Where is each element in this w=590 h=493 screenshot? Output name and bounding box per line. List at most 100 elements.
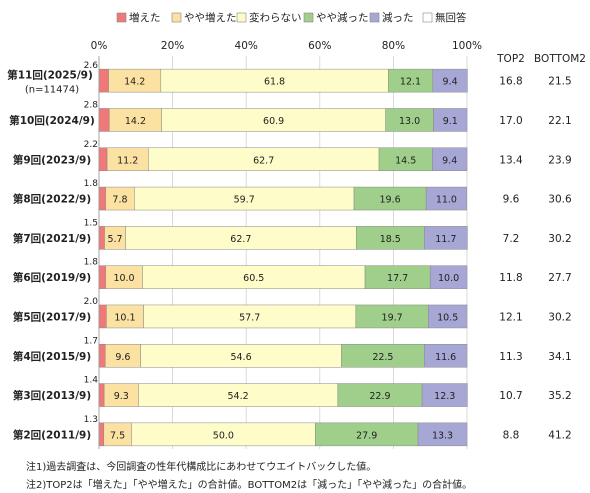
value-label-9-0: 1.3: [84, 415, 98, 425]
summary-value-bottom2-3: 30.6: [548, 194, 572, 206]
category-label-0: 第11回(2025/9): [7, 69, 93, 82]
value-label-5-3: 17.7: [387, 273, 408, 284]
legend-swatch-0: [116, 12, 127, 23]
value-label-0-4: 9.4: [443, 77, 458, 88]
bar-segment-3-0: [98, 186, 106, 211]
value-label-5-0: 1.8: [84, 258, 99, 268]
value-label-1-4: 9.1: [443, 116, 458, 127]
bar-segment-2-4: [432, 147, 468, 171]
value-label-9-4: 13.3: [432, 430, 453, 441]
bar-segment-3-4: [425, 186, 467, 211]
value-label-1-0: 2.8: [84, 100, 99, 110]
value-label-5-2: 60.5: [243, 273, 264, 284]
x-tick-label-80: 80%: [382, 40, 405, 52]
legend-label-3: やや減った: [316, 11, 369, 24]
value-label-1-1: 14.2: [125, 116, 146, 127]
legend-swatch-3: [303, 12, 314, 23]
value-label-3-0: 1.8: [84, 179, 99, 189]
legend-swatch-1: [171, 12, 182, 23]
value-label-9-3: 27.9: [356, 430, 377, 441]
summary-value-top2-0: 16.8: [499, 76, 522, 88]
summary-value-bottom2-1: 22.1: [548, 115, 571, 127]
summary-value-top2-9: 8.8: [503, 429, 520, 441]
legend-label-5: 無回答: [435, 11, 467, 24]
bar-segment-5-0: [98, 265, 106, 289]
category-label-6: 第5回(2017/9): [13, 310, 91, 323]
value-label-8-2: 54.2: [228, 391, 249, 402]
legend-label-0: 増えた: [129, 11, 161, 24]
value-label-5-4: 10.0: [438, 273, 459, 284]
value-label-8-1: 9.3: [114, 391, 129, 402]
summary-value-top2-3: 9.6: [503, 194, 520, 206]
bar-segment-9-0: [98, 422, 105, 447]
summary-value-bottom2-6: 30.2: [548, 311, 571, 323]
value-label-6-2: 57.7: [239, 312, 260, 323]
value-label-0-1: 14.2: [124, 77, 145, 88]
summary-value-top2-6: 12.1: [499, 311, 522, 323]
summary-header-top2: TOP2: [496, 53, 525, 65]
category-label-2: 第9回(2023/9): [13, 153, 91, 166]
value-label-3-2: 59.7: [234, 195, 255, 206]
bar-segment-7-0: [98, 344, 106, 368]
value-label-5-1: 10.0: [113, 273, 134, 284]
legend-label-1: やや増えた: [184, 11, 237, 24]
value-label-9-1: 7.5: [110, 430, 125, 441]
value-label-3-4: 11.0: [436, 195, 457, 206]
value-label-8-3: 22.9: [369, 391, 390, 402]
value-label-4-4: 11.7: [435, 234, 456, 245]
bar-segment-0-4: [432, 68, 468, 93]
bar-segment-4-4: [424, 226, 468, 250]
value-label-0-2: 61.8: [264, 77, 285, 88]
legend-label-2: 変わらない: [249, 11, 302, 24]
x-tick-label-0: 0%: [91, 40, 108, 52]
summary-value-top2-5: 11.8: [499, 272, 522, 284]
summary-value-top2-8: 10.7: [499, 390, 522, 402]
value-label-9-2: 50.0: [213, 430, 234, 441]
value-label-2-1: 11.2: [117, 155, 138, 166]
summary-value-top2-7: 11.3: [499, 351, 522, 363]
x-tick-label-100: 100%: [452, 40, 482, 52]
value-label-7-4: 11.6: [435, 352, 456, 363]
legend-swatch-5: [422, 12, 433, 23]
summary-value-top2-1: 17.0: [499, 115, 522, 127]
value-label-7-0: 1.7: [84, 336, 98, 346]
bar-segment-6-4: [428, 304, 468, 329]
value-label-6-0: 2.0: [84, 297, 99, 307]
summary-value-bottom2-8: 35.2: [548, 390, 571, 402]
category-label-1: 第10回(2024/9): [9, 114, 95, 127]
bar-segment-0-0: [98, 68, 109, 93]
note-1: 注1)過去調査は、今回調査の性年代構成比にあわせてウエイトバックした値。: [26, 462, 377, 473]
bar-segment-1-4: [433, 108, 468, 132]
value-label-7-3: 22.5: [372, 352, 393, 363]
bar-segment-9-4: [417, 422, 468, 447]
value-label-8-0: 1.4: [84, 376, 99, 386]
summary-value-bottom2-5: 27.7: [548, 272, 571, 284]
value-label-4-0: 1.5: [84, 218, 98, 228]
value-label-6-1: 10.1: [114, 312, 135, 323]
value-label-6-4: 10.5: [437, 312, 458, 323]
value-label-7-2: 54.6: [230, 352, 251, 363]
value-label-2-4: 9.4: [442, 155, 457, 166]
bar-segment-6-0: [98, 304, 107, 329]
category-label-4: 第7回(2021/9): [13, 232, 91, 245]
value-label-1-2: 60.9: [263, 116, 284, 127]
value-label-3-3: 19.6: [380, 195, 401, 206]
category-label-3: 第8回(2022/9): [13, 193, 91, 206]
legend-swatch-4: [369, 12, 380, 23]
value-label-2-2: 62.7: [253, 155, 274, 166]
category-sublabel: (n=11474): [25, 85, 79, 96]
bar-segment-5-4: [429, 265, 468, 289]
summary-value-bottom2-7: 34.1: [548, 351, 571, 363]
bar-segment-4-0: [98, 226, 105, 250]
value-label-1-3: 13.0: [399, 116, 420, 127]
summary-value-bottom2-2: 23.9: [548, 154, 571, 166]
category-label-7: 第4回(2015/9): [13, 350, 91, 363]
summary-value-top2-4: 7.2: [503, 233, 520, 245]
value-label-4-3: 18.5: [380, 234, 401, 245]
bar-segment-1-0: [98, 108, 110, 132]
bar-segment-8-0: [98, 383, 105, 407]
value-label-2-0: 2.2: [84, 140, 98, 150]
note-2: 注2)TOP2は「増えた」「やや増えた」の合計値。BOTTOM2は「減った」「や…: [26, 480, 473, 491]
summary-value-bottom2-4: 30.2: [548, 233, 571, 245]
summary-value-bottom2-0: 21.5: [548, 76, 571, 88]
